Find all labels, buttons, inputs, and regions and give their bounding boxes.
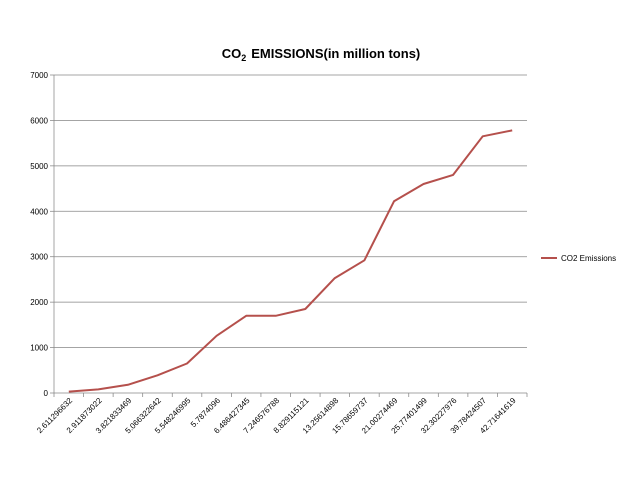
- legend: CO2 Emissions: [541, 254, 616, 263]
- chart-title-prefix: CO: [222, 46, 242, 61]
- y-tick-label: 7000: [30, 71, 48, 80]
- series-lines: [68, 129, 513, 393]
- chart-title-main: EMISSIONS(in million tons): [251, 46, 420, 61]
- y-tick-label: 1000: [30, 344, 48, 353]
- series-line: [68, 129, 513, 393]
- y-tick-label: 4000: [30, 207, 48, 216]
- x-tick-labels: 2.6112966322.9118730223.8218334695.06632…: [35, 396, 518, 436]
- y-tick-label: 6000: [30, 116, 48, 125]
- y-tick-label: 3000: [30, 253, 48, 262]
- chart-title-subscript: 2: [241, 53, 246, 63]
- y-tick-label: 5000: [30, 162, 48, 171]
- axes: [50, 74, 528, 397]
- y-tick-labels: 0 1000 2000 3000 4000 5000 6000 7000: [30, 71, 48, 398]
- y-tick-label: 0: [44, 389, 49, 398]
- legend-label: CO2 Emissions: [561, 254, 616, 263]
- chart-title: CO2 EMISSIONS(in million tons): [222, 46, 421, 63]
- gridlines: [54, 74, 527, 348]
- y-tick-label: 2000: [30, 298, 48, 307]
